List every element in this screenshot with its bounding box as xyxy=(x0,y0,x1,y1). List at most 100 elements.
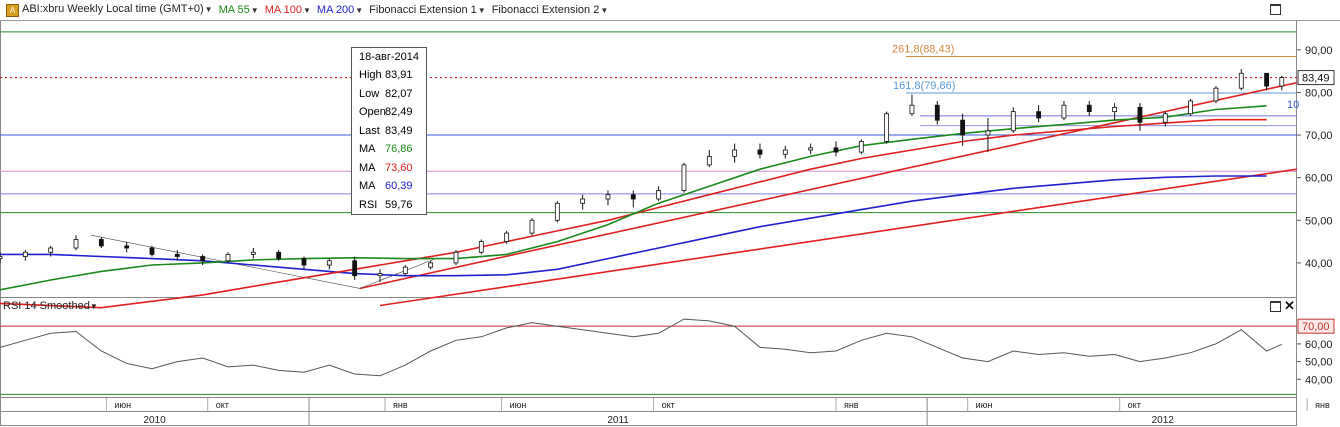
chevron-down-icon: ▼ xyxy=(355,6,364,15)
fib2-indicator[interactable]: Fibonacci Extension 2▼ xyxy=(492,4,609,16)
candle-body xyxy=(884,113,890,142)
candle-body xyxy=(833,147,839,153)
month-label: июн xyxy=(114,400,131,410)
info-key: High xyxy=(359,69,382,81)
candle-body xyxy=(174,253,180,257)
candle-body xyxy=(301,258,307,266)
candle-body xyxy=(1238,72,1244,89)
fib-label-partial: 10 xyxy=(1287,99,1299,111)
candle-body xyxy=(73,239,79,249)
rsi-tick-label: 60,00 xyxy=(1305,339,1333,351)
rsi-level-badge xyxy=(1297,318,1335,334)
info-value: 83,49 xyxy=(385,124,413,137)
trendline xyxy=(379,168,1298,307)
ma55-indicator[interactable]: MA 55▼ xyxy=(219,4,259,16)
candle-body xyxy=(1188,100,1194,115)
candle-body xyxy=(22,251,28,257)
info-value: 76,86 xyxy=(385,143,413,155)
candle-body xyxy=(200,256,206,262)
rsi-panel-frame xyxy=(0,297,1297,398)
candle-body xyxy=(630,194,636,200)
chevron-down-icon: ▼ xyxy=(250,6,259,15)
info-key: Open xyxy=(359,106,386,118)
candle-body xyxy=(934,104,940,121)
candle-body xyxy=(98,239,104,247)
rsi-panel-title[interactable]: RSI 14 Smoothed▼ xyxy=(3,300,98,312)
candle-body xyxy=(681,164,687,191)
ma200-line xyxy=(0,175,1267,277)
fib-label-upper: 261,8(88,43) xyxy=(892,44,954,56)
month-label: окт xyxy=(1128,400,1141,410)
info-row: RSI 59,76 xyxy=(359,199,425,213)
chart-toolbar: A ABI:xbru Weekly Local time (GMT+0)▼ MA … xyxy=(0,0,1300,20)
info-value: 73,60 xyxy=(385,161,413,174)
ma100-indicator[interactable]: MA 100▼ xyxy=(265,4,311,16)
ma200-indicator[interactable]: MA 200▼ xyxy=(317,4,363,16)
candle-body xyxy=(732,149,738,157)
symbol-label: ABI:xbru Weekly Local time (GMT+0) xyxy=(22,3,204,15)
info-key: RSI xyxy=(359,198,378,211)
month-label: янв xyxy=(393,400,408,410)
info-row: MA 76,86 xyxy=(359,143,425,157)
price-tick-label: 70,00 xyxy=(1305,130,1333,142)
symbol-selector[interactable]: A ABI:xbru Weekly Local time (GMT+0)▼ xyxy=(6,3,213,17)
candle-body xyxy=(656,190,662,200)
ma200-label: MA 200 xyxy=(316,4,355,16)
month-label: окт xyxy=(216,400,229,410)
fib-construction-line xyxy=(91,234,436,289)
candle-body xyxy=(1213,87,1219,102)
candle-body xyxy=(478,241,484,253)
info-value: 82,49 xyxy=(385,106,413,118)
info-row: Low 82,07 xyxy=(359,88,425,102)
price-tick-label: 50,00 xyxy=(1305,215,1333,227)
month-label: окт xyxy=(662,400,675,410)
chevron-down-icon: ▼ xyxy=(204,5,213,14)
rsi-level-label: 70,00 xyxy=(1302,321,1330,333)
candle-body xyxy=(1162,113,1168,123)
candle-body xyxy=(225,253,231,262)
candle-body xyxy=(453,251,459,264)
candle-body xyxy=(250,251,256,255)
ma100-label: MA 100 xyxy=(264,4,302,16)
ma55-label: MA 55 xyxy=(218,4,250,16)
candle-body xyxy=(554,202,560,221)
price-tick-label: 60,00 xyxy=(1305,173,1333,185)
candle-body xyxy=(909,104,915,115)
panel-maximize-icon[interactable] xyxy=(1270,301,1281,312)
candle-body xyxy=(1137,106,1143,123)
last-price-label: 83,49 xyxy=(1302,73,1330,85)
candle-body xyxy=(377,273,383,277)
candle-body xyxy=(782,149,788,155)
fib1-indicator[interactable]: Fibonacci Extension 1▼ xyxy=(369,4,486,16)
last-price-badge xyxy=(1297,70,1335,86)
candle-body xyxy=(326,260,332,266)
candle-body xyxy=(808,147,814,151)
info-key: MA xyxy=(359,161,376,174)
year-label: 2011 xyxy=(607,415,629,426)
info-key: Last xyxy=(359,124,380,137)
candle-body xyxy=(757,149,763,155)
candle-body xyxy=(0,256,3,260)
fib2-label: Fibonacci Extension 2 xyxy=(491,4,600,16)
info-row: Open 82,49 xyxy=(359,106,425,120)
candle-body xyxy=(504,232,510,242)
candle-body xyxy=(1086,104,1092,113)
candle-body xyxy=(985,130,991,136)
fib-label-mid: 161,8(79,86) xyxy=(893,80,955,92)
month-label: июн xyxy=(976,400,993,410)
candle-body xyxy=(1010,111,1016,132)
ma100-line xyxy=(0,118,1267,309)
close-icon[interactable]: ✕ xyxy=(1284,298,1295,313)
rsi-title-label: RSI 14 Smoothed xyxy=(3,300,90,312)
rsi-tick-label: 50,00 xyxy=(1305,357,1333,369)
crosshair-info-box: 18-авг-2014 High 83,91 Low 82,07 Open 82,49 La… xyxy=(351,47,427,215)
price-tick-label: 90,00 xyxy=(1305,45,1333,57)
year-label: 2012 xyxy=(1152,415,1175,426)
candle-body xyxy=(1112,106,1118,113)
maximize-icon[interactable] xyxy=(1270,4,1281,15)
info-value: 82,07 xyxy=(385,87,413,100)
chevron-down-icon: ▼ xyxy=(89,302,98,311)
info-value: 60,39 xyxy=(385,180,413,192)
price-tick-label: 40,00 xyxy=(1305,258,1333,270)
